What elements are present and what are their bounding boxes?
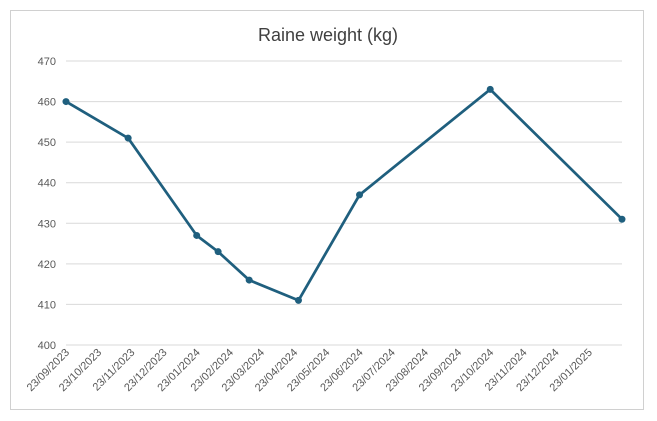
chart-area: Raine weight (kg) 400 410 420 430 440 450 460 4… bbox=[10, 10, 644, 410]
y-tick-label: 450 bbox=[38, 137, 56, 149]
series-weight bbox=[62, 85, 626, 304]
y-tick-label: 470 bbox=[38, 56, 56, 68]
data-point bbox=[214, 248, 222, 256]
series-line bbox=[64, 88, 624, 302]
data-point bbox=[124, 134, 132, 142]
data-point bbox=[618, 215, 626, 223]
chart-title: Raine weight (kg) bbox=[258, 25, 398, 45]
line-chart: Raine weight (kg) 4004104204304404504604… bbox=[25, 25, 626, 394]
y-tick-label: 430 bbox=[38, 218, 56, 230]
data-point bbox=[356, 191, 364, 199]
y-tick-label: 400 bbox=[38, 340, 56, 352]
data-point bbox=[294, 296, 302, 304]
y-tick-label: 420 bbox=[38, 259, 56, 271]
data-point bbox=[193, 231, 201, 239]
data-point bbox=[62, 98, 70, 106]
y-tick-label: 440 bbox=[38, 178, 56, 190]
data-point bbox=[245, 276, 253, 284]
data-point bbox=[486, 85, 494, 93]
y-axis-tick-labels: 400 410 420 430 440 450 460 470 bbox=[38, 56, 56, 352]
y-tick-label: 410 bbox=[38, 299, 56, 311]
x-axis-tick-labels: 23/09/202323/10/202323/11/202323/12/2023… bbox=[25, 347, 595, 394]
gridlines bbox=[66, 60, 622, 346]
y-tick-label: 460 bbox=[38, 97, 56, 109]
